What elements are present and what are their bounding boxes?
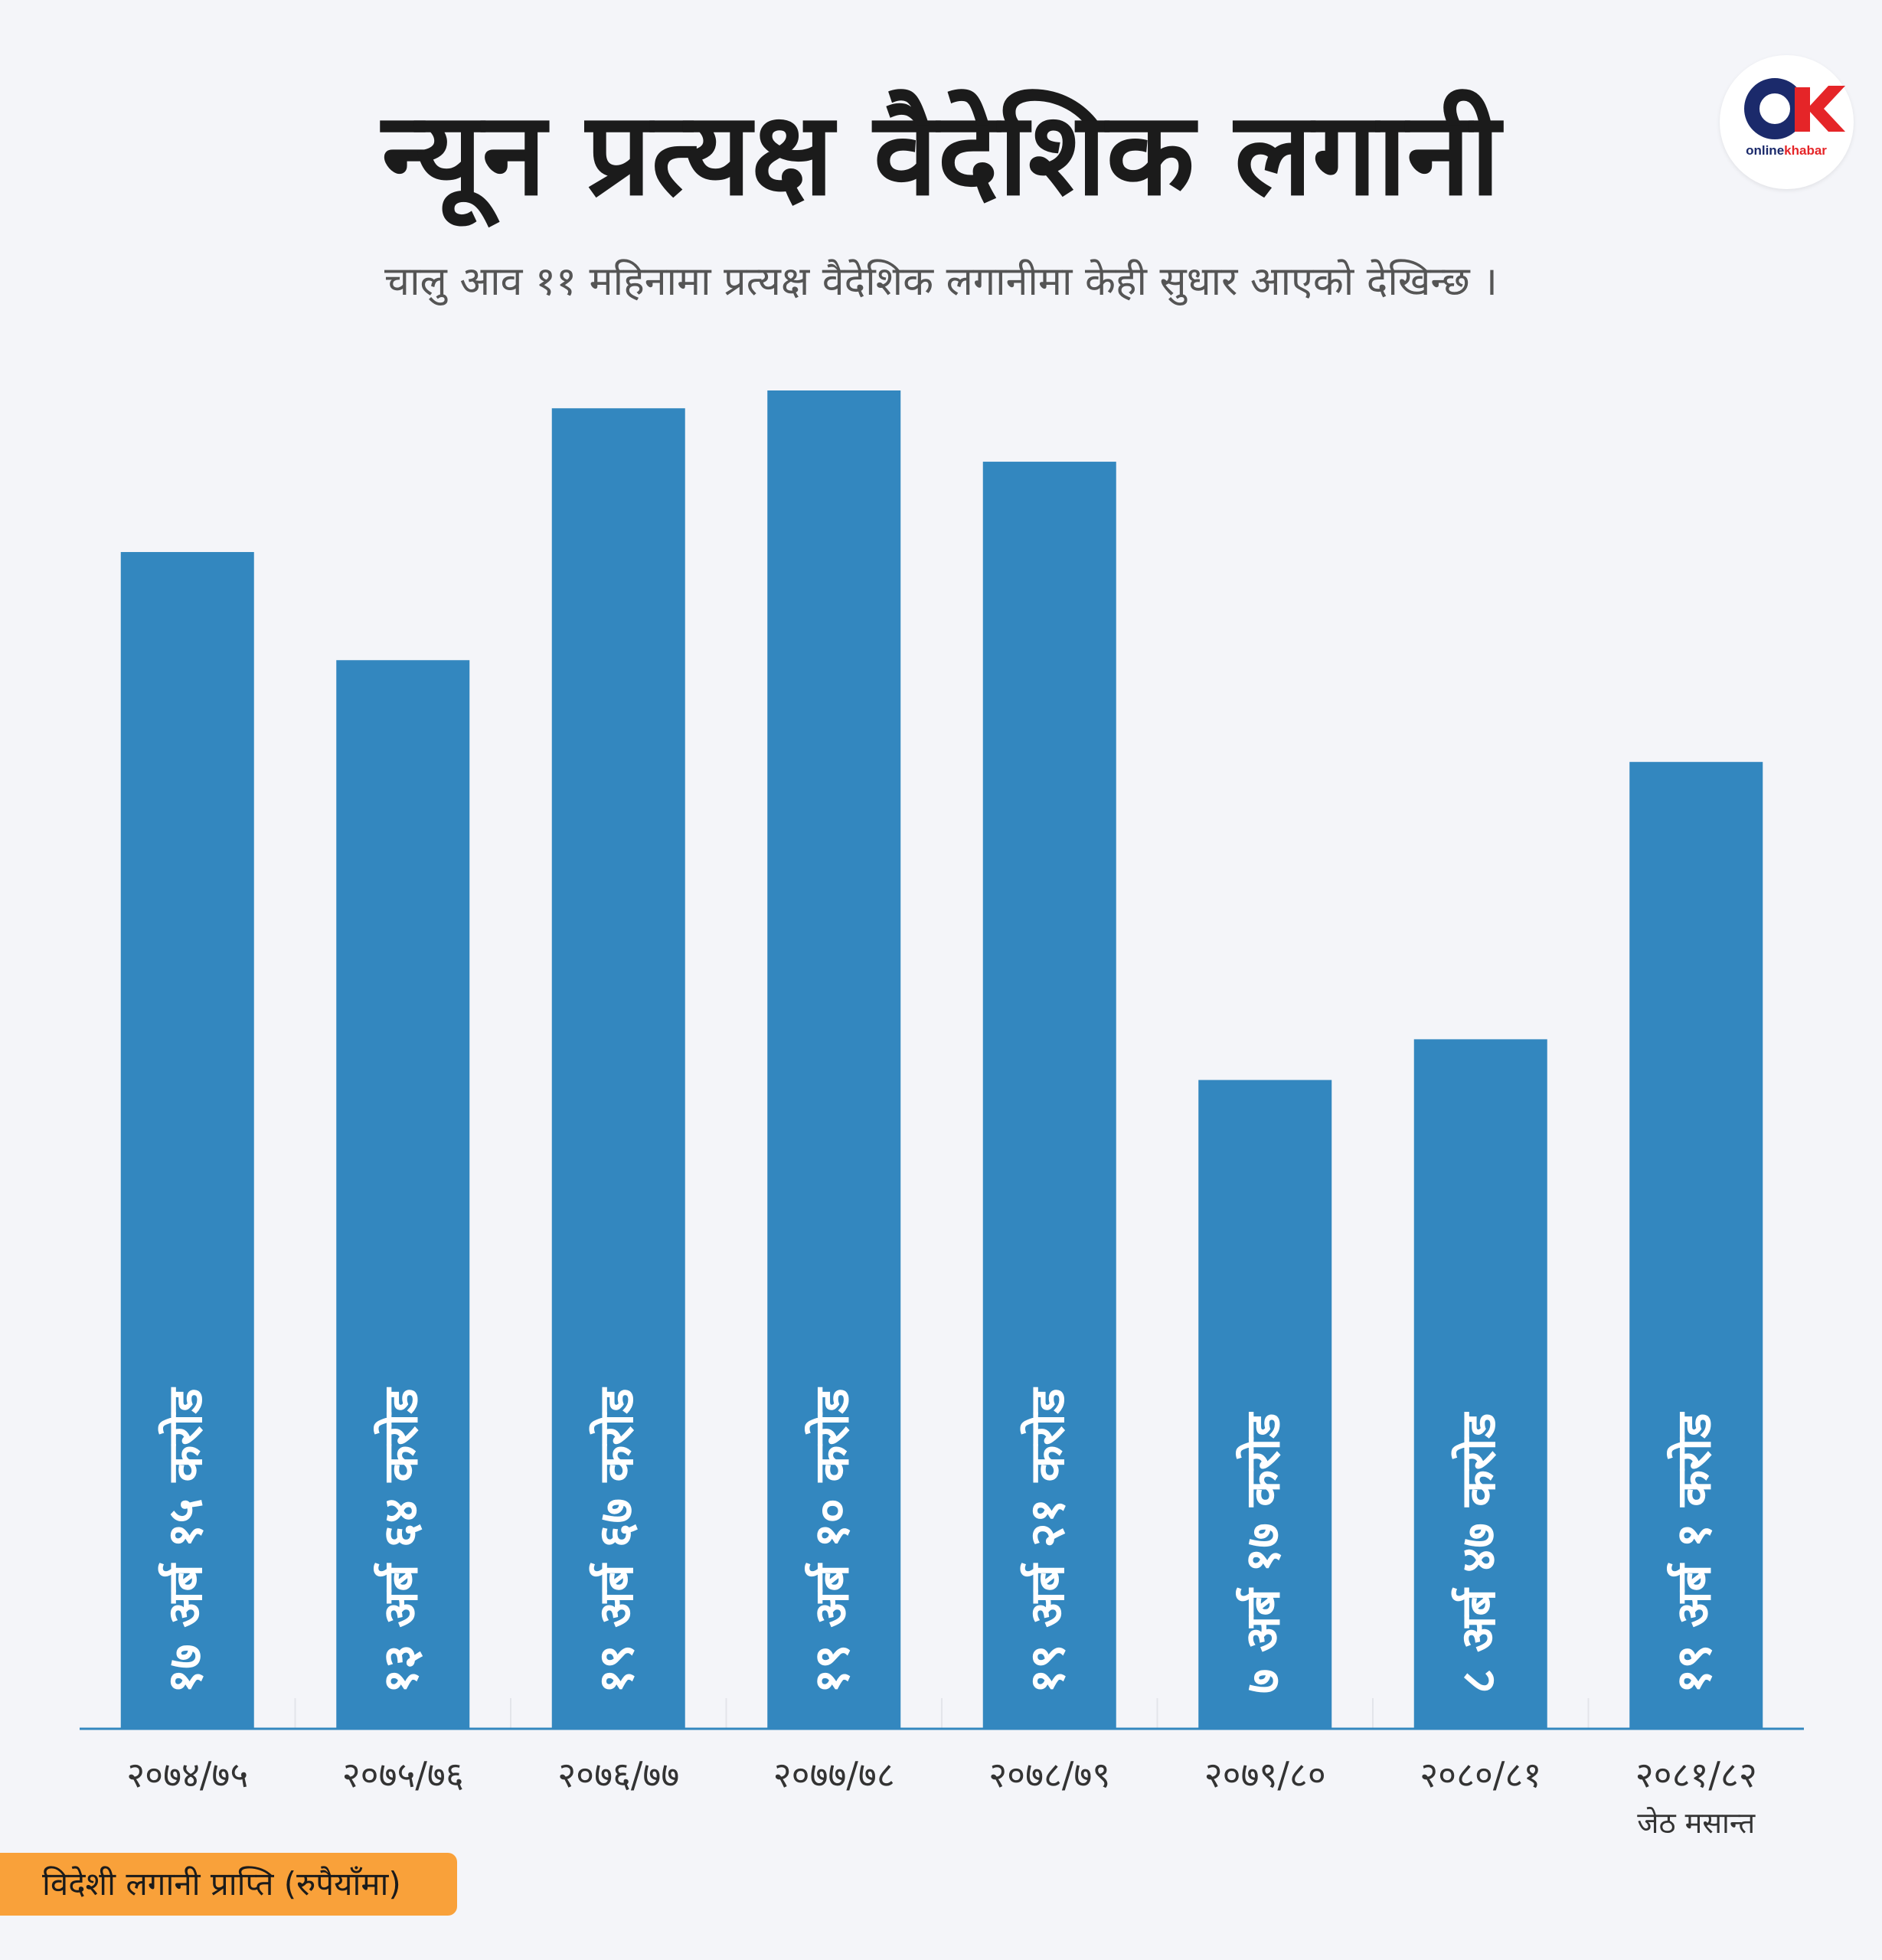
bar-data-label: १७ अर्ब १५ करोड [157,1387,213,1694]
x-tick-label: २०८१/८२ [1635,1754,1757,1795]
bar [551,408,685,1729]
bar [1629,762,1763,1730]
bar-data-label: १९ अर्ब २१ करोड [1019,1387,1075,1694]
legend: विदेशी लगानी प्राप्ति (रुपैयाँमा) [0,1853,457,1916]
bar-data-label: १९ अर्ब १० करोड [803,1387,859,1694]
page-title: न्यून प्रत्यक्ष वैदेशिक लगानी [381,88,1501,221]
legend-label: विदेशी लगानी प्राप्ति (रुपैयाँमा) [42,1865,401,1903]
bar-data-label: १९ अर्ब १ करोड [1665,1412,1721,1694]
bar-data-label: १९ अर्ब ६७ करोड [588,1387,644,1694]
onlinekhabar-logo: onlinekhabar [1720,55,1854,189]
bar [336,660,470,1729]
bar-data-label: ८ अर्ब ४७ करोड [1450,1412,1506,1694]
x-tick-label: २०८०/८१ [1420,1754,1541,1795]
logo-k-mark [1795,86,1845,132]
bar-data-label: ७ अर्ब १७ करोड [1234,1412,1290,1694]
bar [120,552,254,1729]
ok-logo-icon: onlinekhabar [1744,78,1845,158]
bar [982,462,1116,1729]
x-tick-label: २०७४/७५ [126,1754,248,1795]
bar [1198,1080,1332,1729]
bar-data-label: १३ अर्ब ६४ करोड [372,1387,428,1694]
x-tick-label: २०७८/७९ [988,1754,1110,1795]
page-subtitle: चालु आव ११ महिनामा प्रत्यक्ष वैदेशिक लगा… [384,259,1498,305]
bar [767,390,901,1729]
x-tick-sublabel: जेठ मसान्त [1637,1806,1756,1840]
x-tick-label: २०७५/७६ [342,1754,464,1795]
logo-wordmark: onlinekhabar [1746,143,1827,158]
bar [1413,1039,1547,1729]
x-tick-label: २०७७/७८ [773,1754,895,1795]
x-tick-label: २०७६/७७ [557,1754,679,1795]
x-tick-label: २०७९/८० [1204,1754,1326,1795]
